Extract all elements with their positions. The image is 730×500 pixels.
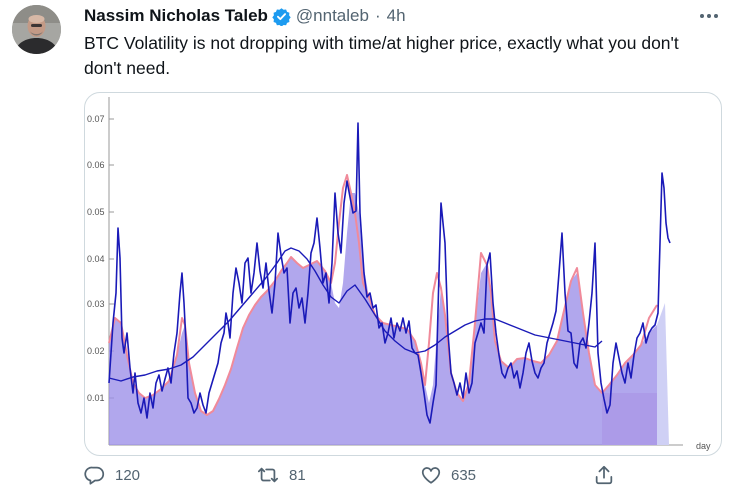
y-tick-label: 0.05	[87, 207, 105, 217]
like-count: 635	[451, 466, 477, 484]
reply-count: 120	[115, 466, 141, 484]
tweet-text: BTC Volatility is not dropping with time…	[84, 33, 679, 78]
chart-tail-shade-blue	[657, 303, 669, 445]
x-axis-label: day	[696, 441, 711, 451]
retweet-button[interactable]: 81	[256, 462, 306, 488]
y-tick-label: 0.03	[87, 299, 105, 309]
chart-trend-line	[108, 247, 603, 382]
share-icon	[595, 465, 613, 485]
tweet-header: Nassim Nicholas Taleb @nntaleb · 4h	[84, 4, 406, 28]
author-name[interactable]: Nassim Nicholas Taleb	[84, 6, 268, 25]
more-options-button[interactable]	[696, 4, 722, 28]
timestamp[interactable]: 4h	[386, 6, 406, 25]
tweet-actions: 120 81 635	[84, 462, 624, 488]
retweet-icon	[257, 467, 279, 483]
author-handle[interactable]: @nntaleb	[295, 6, 369, 25]
more-options-icon	[700, 14, 718, 18]
tweet-media[interactable]: 0.07 0.06 0.05 0.04 0.03 0.02 0.01 day	[84, 92, 722, 456]
retweet-count: 81	[289, 466, 306, 484]
chart-raw-line	[108, 122, 671, 424]
y-tick-label: 0.06	[87, 160, 105, 170]
reply-icon	[84, 466, 105, 485]
y-tick-label: 0.07	[87, 114, 105, 124]
y-tick-label: 0.01	[87, 393, 105, 403]
chart-fill-area	[109, 193, 602, 445]
avatar-photo	[12, 5, 61, 54]
like-button[interactable]: 635	[420, 462, 476, 488]
avatar[interactable]	[12, 5, 61, 54]
chart-fill-area-right	[602, 325, 657, 445]
volatility-chart: 0.07 0.06 0.05 0.04 0.03 0.02 0.01 day	[87, 97, 711, 451]
share-button[interactable]	[593, 462, 615, 488]
reply-button[interactable]: 120	[84, 462, 140, 488]
like-icon	[421, 467, 441, 484]
verified-badge-icon	[272, 7, 291, 26]
separator-dot: ·	[374, 6, 381, 25]
y-tick-label: 0.02	[87, 346, 105, 356]
y-tick-label: 0.04	[87, 254, 105, 264]
